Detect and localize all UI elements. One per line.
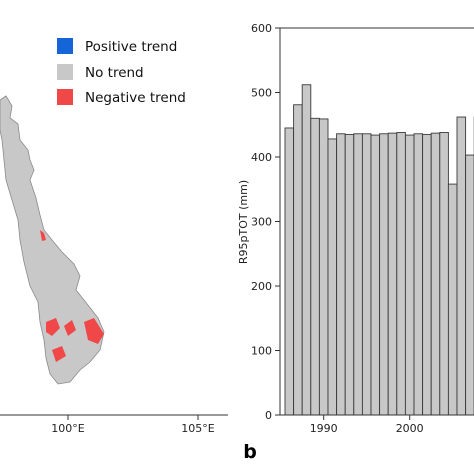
y-tick-label-500: 500 <box>251 87 272 100</box>
legend-label-negative: Negative trend <box>85 90 186 106</box>
negative-trend-area <box>64 320 76 336</box>
map-x-axis: 100°E 105°E <box>0 414 228 435</box>
bar-2006 <box>456 116 467 416</box>
y-tick-label-600: 600 <box>251 22 272 35</box>
bar-2005 <box>447 183 458 416</box>
bar-1996 <box>370 134 381 416</box>
negative-trend-areas <box>40 230 104 362</box>
map-panel: Positive trend No trend Negative trend 1… <box>0 38 228 435</box>
bar-1992 <box>336 133 346 416</box>
bar-2004 <box>439 132 449 416</box>
bar-2000 <box>404 134 415 416</box>
bar-1993 <box>344 133 355 416</box>
legend-swatch-positive <box>57 38 73 54</box>
bar-2001 <box>413 133 424 416</box>
bar-1991 <box>327 138 338 416</box>
y-tick-label-300: 300 <box>251 216 272 229</box>
map-x-tick-label-100e: 100°E <box>51 422 84 435</box>
legend-label-no-trend: No trend <box>85 65 144 81</box>
negative-trend-area <box>40 230 46 241</box>
negative-trend-area <box>46 318 60 336</box>
y-axis-ticks: 0 100 200 300 400 500 600 <box>251 22 280 422</box>
bar-2002 <box>422 133 432 416</box>
bar-1990 <box>318 118 329 416</box>
bars <box>284 84 474 416</box>
bar-1999 <box>396 132 406 416</box>
panel-label-b: b <box>243 441 257 463</box>
map-x-tick-label-105e: 105°E <box>181 422 214 435</box>
bar-1998 <box>387 132 398 416</box>
y-tick-label-100: 100 <box>251 345 272 358</box>
bar-1997 <box>379 133 389 416</box>
bar-1995 <box>361 133 372 416</box>
x-axis-ticks: 1990200020102020 <box>310 415 424 435</box>
bar-chart-panel: R95pTOT (mm) 0 100 200 300 400 500 600 1990 200… <box>237 22 474 435</box>
legend-label-positive: Positive trend <box>85 39 177 55</box>
country-map <box>0 95 105 385</box>
x-tick-label-2000: 2000 <box>396 422 424 435</box>
legend-swatch-no-trend <box>57 64 73 80</box>
x-tick-label-1990: 1990 <box>310 422 338 435</box>
bar-1986 <box>284 127 295 416</box>
map-legend: Positive trend No trend Negative trend <box>57 38 186 106</box>
negative-trend-area <box>84 318 104 344</box>
bar-1987 <box>293 104 303 416</box>
legend-swatch-negative <box>57 89 73 105</box>
bar-1988 <box>301 84 312 416</box>
bar-1994 <box>353 133 363 416</box>
bar-2007 <box>465 154 474 416</box>
y-tick-label-0: 0 <box>265 409 272 422</box>
y-tick-label-400: 400 <box>251 151 272 164</box>
y-axis-title: R95pTOT (mm) <box>237 180 250 264</box>
negative-trend-area <box>52 346 66 362</box>
bar-1989 <box>310 117 320 416</box>
y-tick-label-200: 200 <box>251 280 272 293</box>
bar-2003 <box>430 132 441 416</box>
